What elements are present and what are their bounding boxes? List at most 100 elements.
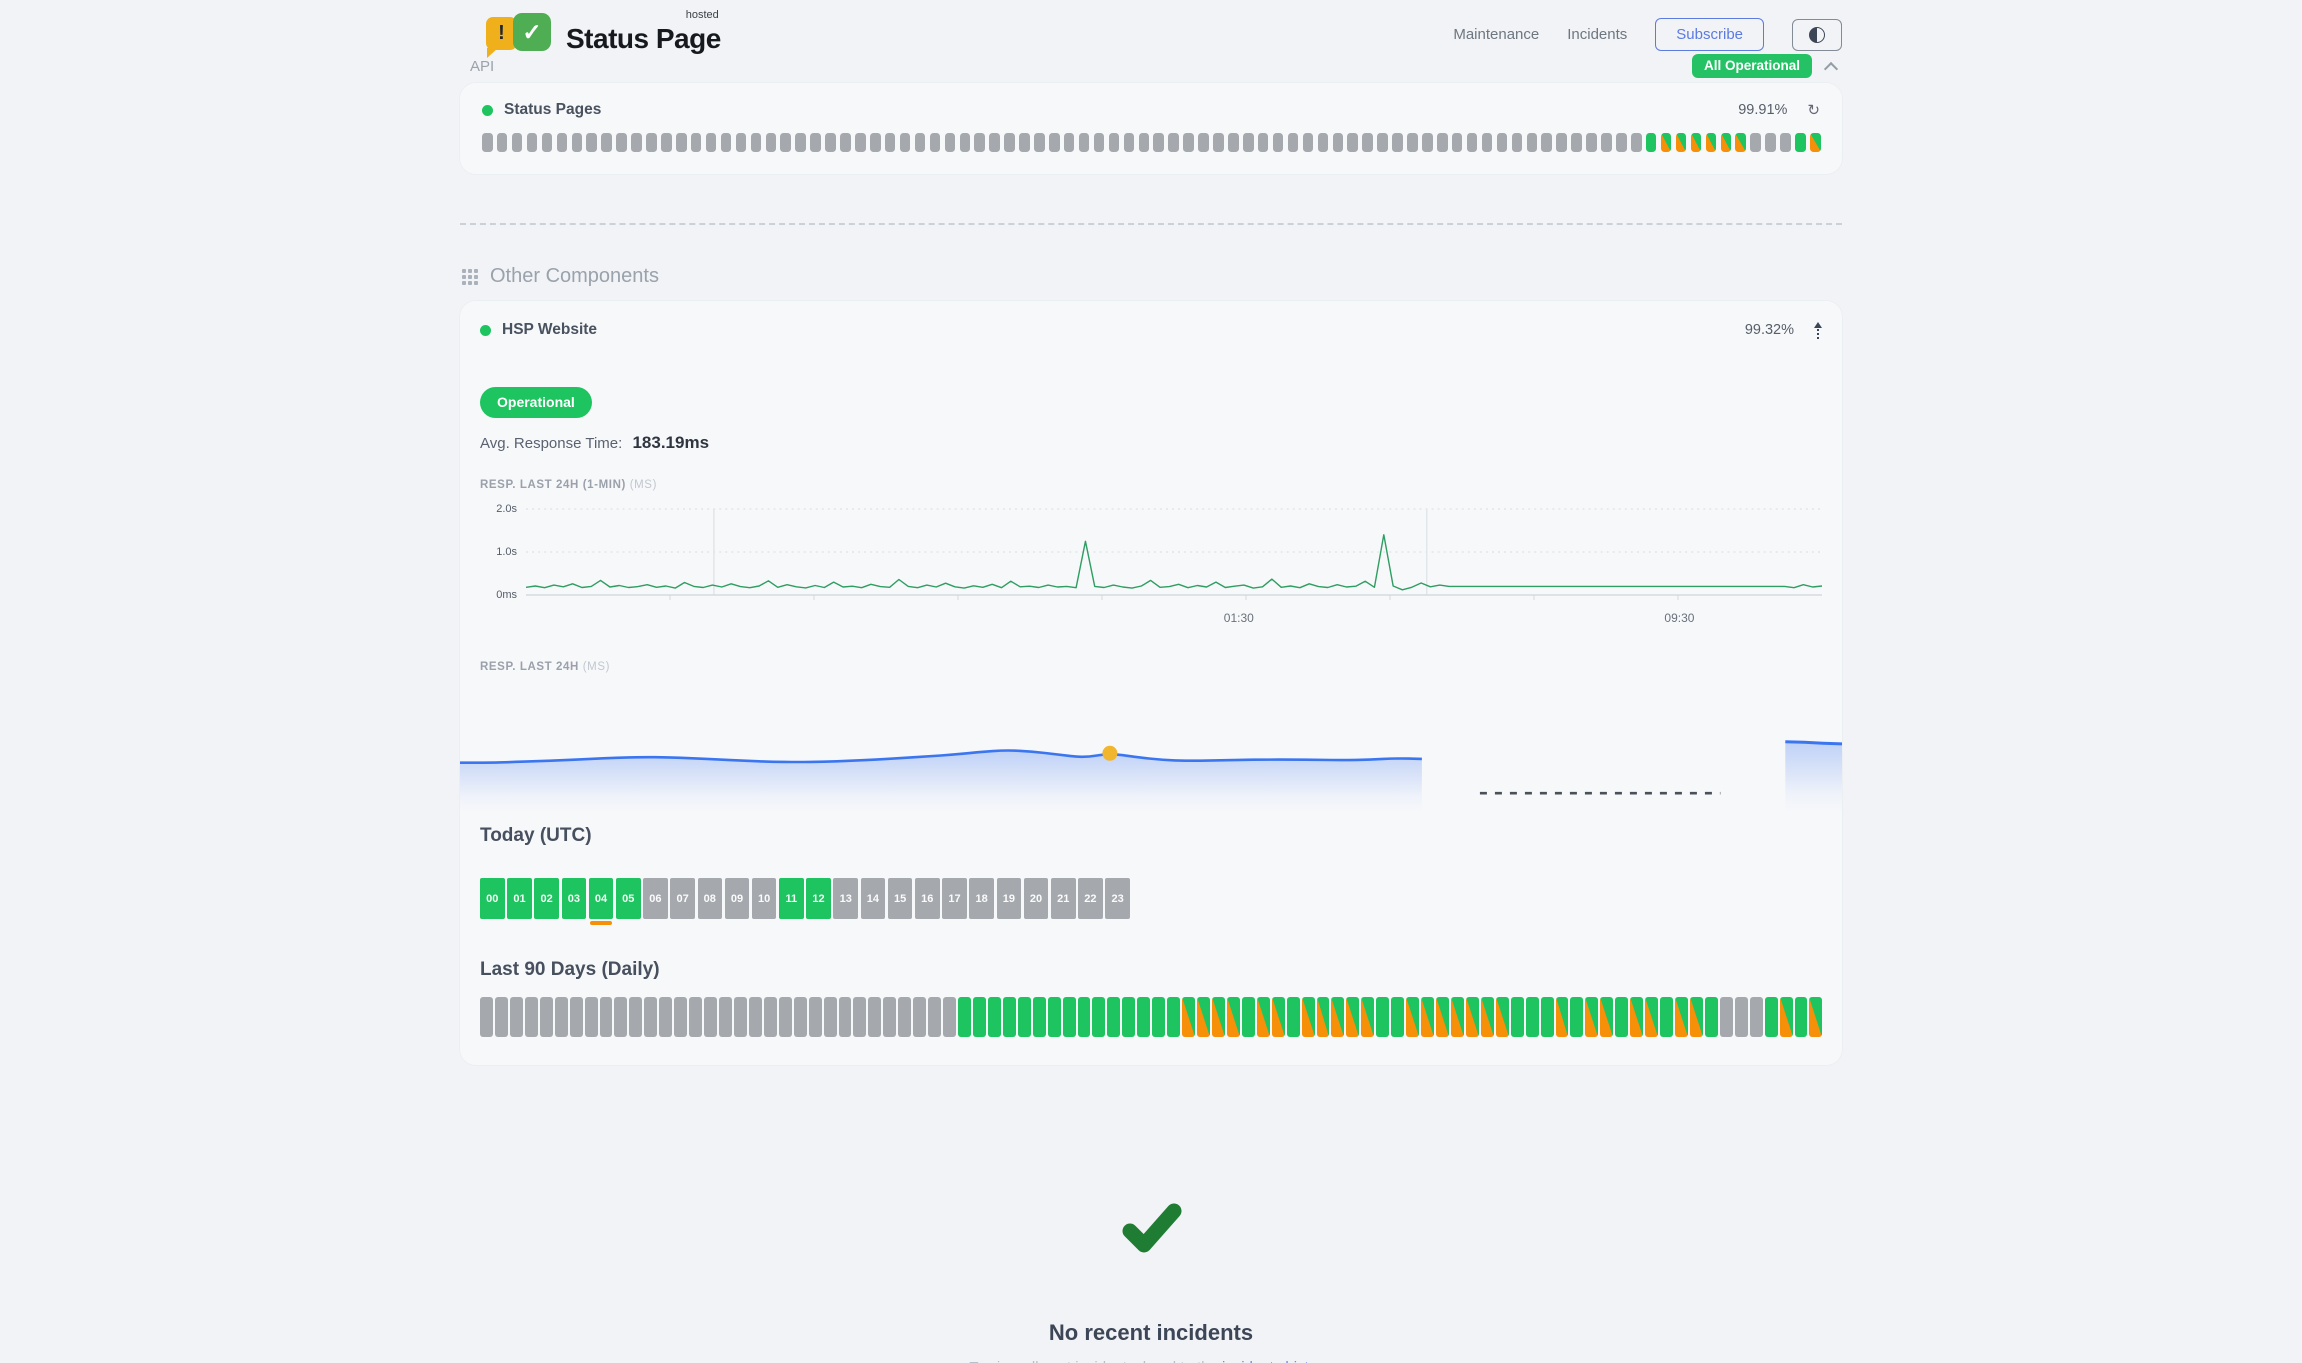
uptime-bar-gray[interactable] <box>690 133 702 152</box>
uptime-bar-gray[interactable] <box>556 133 568 152</box>
uptime-bar-gray[interactable] <box>494 997 508 1037</box>
uptime-bar-green[interactable] <box>972 997 986 1037</box>
hour-cell-14[interactable]: 14 <box>860 878 886 919</box>
uptime-bar-gray[interactable] <box>1451 133 1463 152</box>
uptime-bar-gray[interactable] <box>1586 133 1597 152</box>
uptime-bar-split[interactable] <box>1779 997 1793 1037</box>
uptime-bar-gray[interactable] <box>1511 133 1523 152</box>
uptime-bar-split[interactable] <box>1720 133 1732 152</box>
uptime-bar-gray[interactable] <box>748 997 762 1037</box>
hour-cell-04[interactable]: 04 <box>588 878 614 925</box>
uptime-bar-gray[interactable] <box>1198 133 1209 152</box>
response-history-area-chart[interactable] <box>460 703 1842 813</box>
uptime-bar-gray[interactable] <box>554 997 568 1037</box>
uptime-bar-gray[interactable] <box>853 997 867 1037</box>
uptime-bar-gray[interactable] <box>733 997 747 1037</box>
uptime-bar-gray[interactable] <box>646 133 657 152</box>
uptime-bar-split[interactable] <box>1256 997 1270 1037</box>
uptime-bar-green[interactable] <box>1137 997 1151 1037</box>
uptime-bar-gray[interactable] <box>1541 133 1552 152</box>
uptime-bar-gray[interactable] <box>720 133 732 152</box>
uptime-bar-gray[interactable] <box>675 133 687 152</box>
uptime-bar-gray[interactable] <box>750 133 762 152</box>
uptime-bar-gray[interactable] <box>1347 133 1358 152</box>
hour-cell-09[interactable]: 09 <box>724 878 750 919</box>
uptime-bar-split[interactable] <box>1436 997 1449 1037</box>
uptime-bar-gray[interactable] <box>482 133 493 152</box>
uptime-bar-green[interactable] <box>1152 997 1166 1037</box>
uptime-bar-gray[interactable] <box>1332 133 1344 152</box>
uptime-bar-gray[interactable] <box>644 997 658 1037</box>
uptime-bar-split[interactable] <box>1675 997 1688 1037</box>
uptime-bar-gray[interactable] <box>869 133 881 152</box>
uptime-bar-gray[interactable] <box>1750 133 1761 152</box>
logo[interactable]: ! ✓ hosted Status Page <box>486 9 721 58</box>
hour-cell-12[interactable]: 12 <box>806 878 831 919</box>
hour-cell-19[interactable]: 19 <box>996 878 1022 919</box>
uptime-bar-gray[interactable] <box>1063 133 1075 152</box>
uptime-bar-gray[interactable] <box>1049 133 1060 152</box>
uptime-bar-split[interactable] <box>1331 997 1345 1037</box>
refresh-icon[interactable]: ↻ <box>1807 102 1820 119</box>
uptime-bar-gray[interactable] <box>1317 133 1329 152</box>
uptime-bar-gray[interactable] <box>1362 133 1373 152</box>
uptime-bar-gray[interactable] <box>884 133 896 152</box>
uptime-bar-gray[interactable] <box>674 997 688 1037</box>
chart2-canvas[interactable] <box>460 703 1842 813</box>
uptime-bar-green[interactable] <box>1764 997 1778 1037</box>
uptime-bar-gray[interactable] <box>719 997 732 1037</box>
uptime-bar-gray[interactable] <box>1377 133 1388 152</box>
uptime-bar-gray[interactable] <box>689 997 703 1037</box>
uptime-bar-split[interactable] <box>1226 997 1240 1037</box>
uptime-bar-gray[interactable] <box>735 133 747 152</box>
uptime-bar-split[interactable] <box>1660 133 1672 152</box>
uptime-bar-split[interactable] <box>1600 997 1614 1037</box>
uptime-bar-gray[interactable] <box>778 997 792 1037</box>
uptime-bar-green[interactable] <box>1794 997 1808 1037</box>
uptime-bar-gray[interactable] <box>959 133 971 152</box>
uptime-bar-gray[interactable] <box>601 133 612 152</box>
uptime-bar-split[interactable] <box>1316 997 1330 1037</box>
uptime-bar-gray[interactable] <box>808 997 822 1037</box>
hour-cell-22[interactable]: 22 <box>1078 878 1103 919</box>
uptime-bar-split[interactable] <box>1495 997 1509 1037</box>
hour-cell-16[interactable]: 16 <box>915 878 940 919</box>
uptime-bar-gray[interactable] <box>584 997 598 1037</box>
uptime-bar-gray[interactable] <box>1422 133 1433 152</box>
uptime-bar-green[interactable] <box>1795 133 1806 152</box>
uptime-bar-gray[interactable] <box>1749 997 1763 1037</box>
uptime-bar-green[interactable] <box>1286 997 1300 1037</box>
uptime-bar-gray[interactable] <box>616 133 627 152</box>
uptime-bar-gray[interactable] <box>1734 997 1748 1037</box>
uptime-bar-gray[interactable] <box>705 133 717 152</box>
uptime-bar-gray[interactable] <box>793 997 807 1037</box>
hour-cell-18[interactable]: 18 <box>969 878 994 919</box>
hour-cell-03[interactable]: 03 <box>561 878 587 919</box>
uptime-bar-gray[interactable] <box>526 133 538 152</box>
response-time-line-chart[interactable]: 2.0s 1.0s 0ms 01:30 09:30 <box>480 503 1822 629</box>
hour-cell-08[interactable]: 08 <box>697 878 723 919</box>
uptime-bar-green[interactable] <box>1540 997 1554 1037</box>
uptime-bar-split[interactable] <box>1301 997 1315 1037</box>
uptime-bar-gray[interactable] <box>1287 133 1299 152</box>
uptime-bar-green[interactable] <box>1017 997 1031 1037</box>
uptime-bar-gray[interactable] <box>929 133 941 152</box>
uptime-bar-gray[interactable] <box>541 133 553 152</box>
uptime-bar-gray[interactable] <box>1407 133 1418 152</box>
theme-toggle-button[interactable] <box>1792 18 1842 51</box>
hour-cell-20[interactable]: 20 <box>1023 878 1049 919</box>
uptime-bar-green[interactable] <box>1047 997 1061 1037</box>
uptime-bar-gray[interactable] <box>1257 133 1269 152</box>
hour-cell-17[interactable]: 17 <box>942 878 967 919</box>
uptime-bar-gray[interactable] <box>1034 133 1045 152</box>
uptime-bar-split[interactable] <box>1406 997 1420 1037</box>
uptime-bar-green[interactable] <box>1002 997 1016 1037</box>
uptime-bar-gray[interactable] <box>586 133 597 152</box>
uptime-bar-split[interactable] <box>1465 997 1479 1037</box>
uptime-bar-split[interactable] <box>1735 133 1746 152</box>
uptime-bar-gray[interactable] <box>629 997 643 1037</box>
uptime-bar-green[interactable] <box>1660 997 1673 1037</box>
uptime-bar-gray[interactable] <box>989 133 1000 152</box>
uptime-bar-gray[interactable] <box>1108 133 1120 152</box>
uptime-bar-gray[interactable] <box>1496 133 1508 152</box>
